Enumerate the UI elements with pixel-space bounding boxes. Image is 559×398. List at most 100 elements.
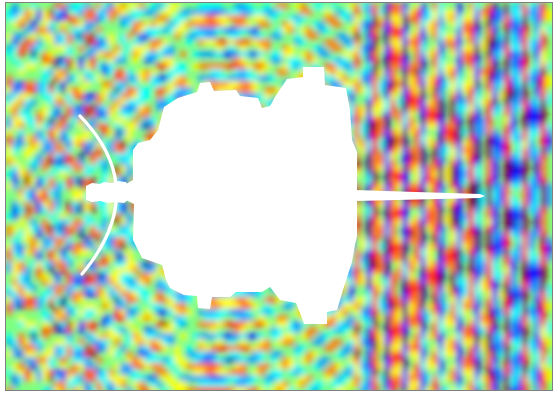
field-cell bbox=[36, 207, 43, 214]
field-cell bbox=[72, 201, 79, 208]
field-cell bbox=[66, 345, 73, 352]
field-cell bbox=[366, 111, 373, 118]
field-cell bbox=[510, 3, 517, 10]
field-cell bbox=[84, 261, 91, 268]
field-cell bbox=[240, 291, 247, 298]
field-cell bbox=[72, 159, 79, 166]
field-cell bbox=[474, 117, 481, 124]
field-cell bbox=[66, 321, 73, 328]
field-cell bbox=[372, 291, 379, 298]
field-cell bbox=[414, 57, 421, 64]
field-cell bbox=[540, 57, 547, 64]
field-cell bbox=[534, 81, 541, 88]
field-cell bbox=[72, 75, 79, 82]
field-cell bbox=[546, 189, 552, 196]
field-cell bbox=[468, 177, 475, 184]
field-cell bbox=[294, 39, 301, 46]
field-cell bbox=[498, 183, 505, 190]
field-cell bbox=[18, 321, 25, 328]
field-cell bbox=[336, 363, 343, 370]
field-cell bbox=[6, 333, 13, 340]
field-cell bbox=[348, 39, 355, 46]
field-cell bbox=[66, 255, 73, 262]
field-cell bbox=[132, 117, 139, 124]
field-cell bbox=[384, 147, 391, 154]
field-cell bbox=[468, 9, 475, 16]
field-cell bbox=[444, 213, 451, 220]
field-cell bbox=[522, 279, 529, 286]
field-cell bbox=[330, 309, 337, 316]
field-cell bbox=[480, 75, 487, 82]
field-cell bbox=[420, 69, 427, 76]
field-cell bbox=[12, 267, 19, 274]
field-cell bbox=[438, 357, 445, 364]
field-cell bbox=[108, 93, 115, 100]
field-cell bbox=[78, 201, 85, 208]
field-cell bbox=[228, 387, 235, 390]
field-cell bbox=[186, 309, 193, 316]
field-cell bbox=[66, 177, 73, 184]
field-cell bbox=[90, 345, 97, 352]
field-cell bbox=[504, 255, 511, 262]
field-cell bbox=[402, 351, 409, 358]
field-cell bbox=[390, 291, 397, 298]
field-cell bbox=[474, 201, 481, 208]
field-cell bbox=[390, 57, 397, 64]
field-cell bbox=[402, 39, 409, 46]
field-cell bbox=[114, 3, 121, 10]
field-cell bbox=[42, 297, 49, 304]
field-cell bbox=[180, 87, 187, 94]
field-cell bbox=[102, 9, 109, 16]
field-cell bbox=[96, 387, 103, 390]
field-cell bbox=[420, 267, 427, 274]
field-cell bbox=[372, 183, 379, 190]
field-cell bbox=[528, 135, 535, 142]
field-cell bbox=[72, 63, 79, 70]
field-cell bbox=[456, 219, 463, 226]
field-cell bbox=[462, 129, 469, 136]
field-cell bbox=[60, 63, 67, 70]
field-cell bbox=[354, 381, 361, 388]
field-cell bbox=[522, 267, 529, 274]
field-cell bbox=[48, 213, 55, 220]
field-cell bbox=[72, 345, 79, 352]
field-cell bbox=[120, 39, 127, 46]
field-cell bbox=[294, 21, 301, 28]
field-cell bbox=[390, 369, 397, 376]
field-cell bbox=[528, 45, 535, 52]
field-cell bbox=[528, 267, 535, 274]
field-cell bbox=[312, 327, 319, 334]
field-cell bbox=[84, 237, 91, 244]
field-cell bbox=[516, 69, 523, 76]
field-cell bbox=[150, 57, 157, 64]
field-cell bbox=[468, 291, 475, 298]
field-cell bbox=[546, 339, 552, 346]
field-cell bbox=[132, 285, 139, 292]
field-cell bbox=[348, 81, 355, 88]
field-cell bbox=[378, 159, 385, 166]
field-cell bbox=[216, 345, 223, 352]
field-cell bbox=[24, 213, 31, 220]
field-cell bbox=[540, 387, 547, 390]
field-cell bbox=[414, 291, 421, 298]
field-cell bbox=[90, 39, 97, 46]
field-cell bbox=[216, 357, 223, 364]
field-cell bbox=[522, 81, 529, 88]
field-cell bbox=[336, 339, 343, 346]
field-cell bbox=[264, 21, 271, 28]
field-cell bbox=[84, 363, 91, 370]
field-cell bbox=[456, 135, 463, 142]
field-cell bbox=[36, 27, 43, 34]
field-cell bbox=[6, 369, 13, 376]
field-cell bbox=[114, 279, 121, 286]
field-cell bbox=[90, 309, 97, 316]
field-cell bbox=[12, 105, 19, 112]
field-cell bbox=[474, 363, 481, 370]
field-cell bbox=[246, 21, 253, 28]
field-cell bbox=[288, 369, 295, 376]
field-cell bbox=[120, 315, 127, 322]
field-cell bbox=[540, 171, 547, 178]
field-cell bbox=[288, 63, 295, 70]
field-cell bbox=[468, 357, 475, 364]
